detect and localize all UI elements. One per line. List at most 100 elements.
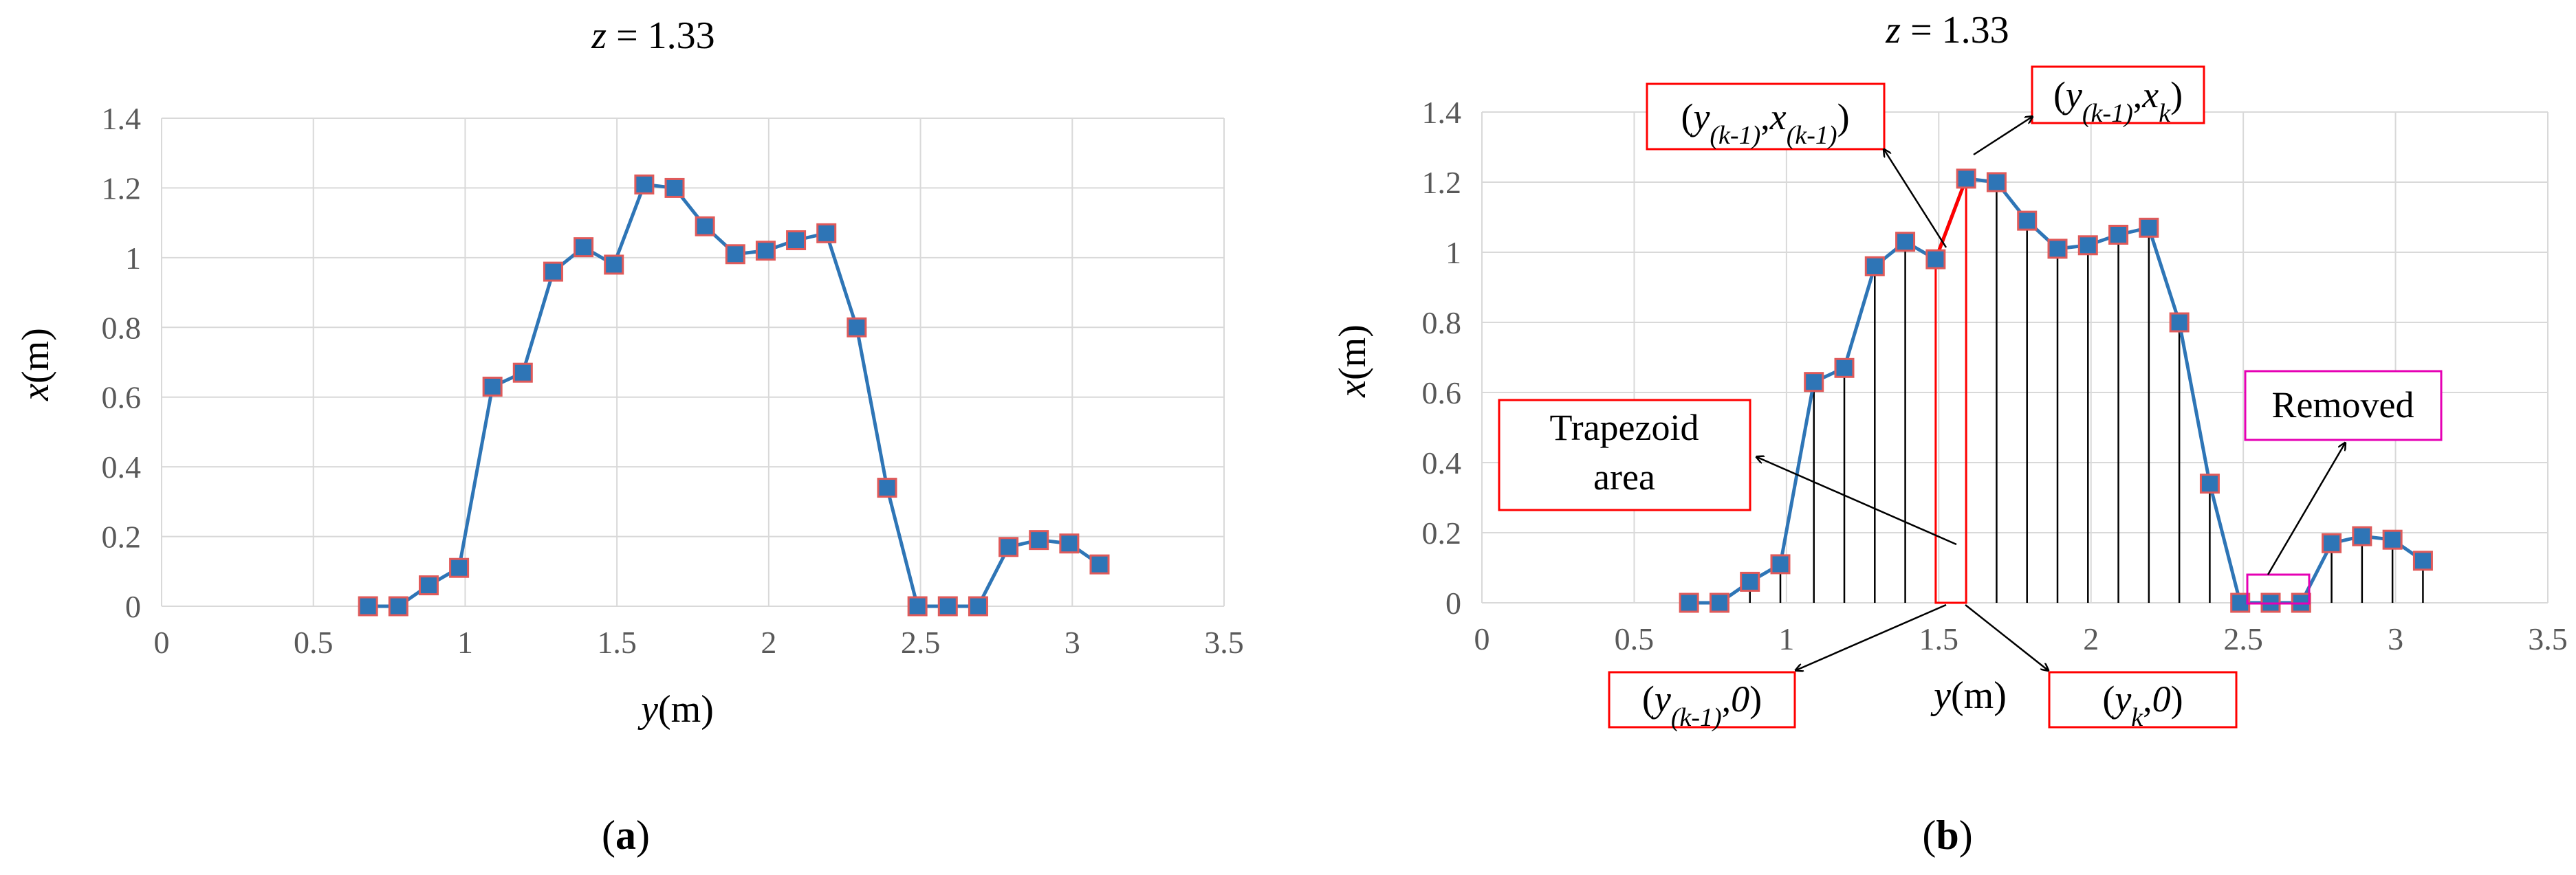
y-tick-label: 0.8: [102, 310, 142, 345]
x-tick-label: 0: [154, 625, 170, 660]
y-tick-label: 0: [125, 589, 141, 624]
x-tick-label: 2: [2083, 621, 2099, 656]
data-point-marker: [604, 254, 624, 275]
annotation-bottom-right-text: (yk,0): [2102, 678, 2183, 732]
data-point-marker: [2382, 529, 2403, 550]
chart-panel-b: 0 0.2 0.4 0.6 0.8 1 1.2 1.4 0 0.5 1 1.5 2 2.5 3 3.5 z =…: [1331, 9, 2568, 858]
data-point-marker: [418, 575, 439, 596]
data-point-marker: [695, 216, 715, 236]
annotation-top-left-text: (y(k-1),x(k-1)): [1681, 96, 1849, 150]
annotation-bottom-left: (y(k-1),0): [1608, 603, 1947, 732]
ticks-b: 0 0.2 0.4 0.6 0.8 1 1.2 1.4 0 0.5 1 1.5 2 2.5 3 3.5: [1422, 95, 2568, 656]
x-tick-label: 0.5: [1615, 621, 1655, 656]
x-tick-label: 1.5: [1919, 621, 1959, 656]
data-point-marker: [388, 596, 408, 617]
data-point-marker: [2352, 526, 2372, 546]
y-tick-label: 1: [125, 241, 141, 276]
removed-region-box: [2246, 573, 2311, 605]
data-point-marker: [1740, 571, 1760, 592]
data-point-marker: [634, 174, 655, 195]
panel-label-a: (a): [602, 812, 650, 858]
data-point-marker: [877, 478, 897, 498]
x-tick-label: 0.5: [294, 625, 334, 660]
y-tick-label: 0.4: [1422, 445, 1462, 480]
data-point-marker: [2230, 592, 2251, 613]
y-tick-label: 1.4: [102, 101, 142, 136]
panel-label-b: (b): [1922, 812, 1972, 858]
y-axis-title-b: x(m): [1331, 324, 1374, 398]
y-tick-label: 1.2: [102, 170, 142, 206]
grid-a: [161, 118, 1225, 607]
data-point-marker: [998, 537, 1019, 557]
x-tick-label: 2.5: [901, 625, 941, 660]
data-point-marker: [2139, 217, 2159, 238]
x-tick-label: 3.5: [2528, 621, 2568, 656]
data-point-marker: [1679, 592, 1699, 613]
y-tick-label: 0: [1445, 586, 1461, 621]
x-tick-label: 1: [457, 625, 473, 660]
data-point-marker: [725, 244, 745, 265]
data-point-marker: [2108, 225, 2129, 245]
y-tick-label: 1.2: [1422, 165, 1462, 200]
x-tick-label: 1: [1778, 621, 1794, 656]
y-tick-label: 0.6: [102, 380, 142, 415]
x-tick-label: 3.5: [1204, 625, 1244, 660]
y-tick-label: 1.4: [1422, 95, 1462, 130]
data-point-marker: [1956, 168, 1976, 189]
x-axis-title-b: y(m): [1930, 674, 2007, 717]
data-point-marker: [1804, 372, 1824, 392]
x-tick-label: 3: [2388, 621, 2403, 656]
data-point-marker: [2412, 551, 2433, 571]
annotation-top-left: (y(k-1),x(k-1)): [1646, 82, 1947, 248]
data-point-marker: [358, 596, 378, 617]
y-tick-label: 0.6: [1422, 375, 1462, 410]
y-tick-label: 0.4: [102, 450, 142, 485]
annotation-top-right: (y(k-1),xk): [1973, 65, 2205, 156]
x-tick-label: 0: [1474, 621, 1490, 656]
data-point-marker: [968, 596, 988, 617]
ticks-a: 0 0.2 0.4 0.6 0.8 1 1.2 1.4 0 0.5 1 1.5 2 2.5 3 3.5: [102, 101, 1244, 660]
data-point-marker: [1089, 554, 1110, 575]
data-point-marker: [664, 177, 685, 198]
data-point-marker: [907, 596, 928, 617]
data-point-marker: [2169, 312, 2190, 333]
chart-panel-a: 0 0.2 0.4 0.6 0.8 1 1.2 1.4 0 0.5 1 1.5 2 2.5 3 3.5 z =…: [14, 14, 1244, 858]
y-axis-title-a: x(m): [14, 328, 57, 401]
data-point-marker: [2199, 474, 2220, 494]
highlighted-trapezoid-shape: [1934, 178, 1967, 604]
x-tick-label: 3: [1065, 625, 1080, 660]
data-point-marker: [1986, 172, 2007, 192]
annotation-top-right-text: (y(k-1),xk): [2053, 74, 2183, 128]
annotation-trapezoid-area: Trapezoid area: [1498, 399, 1957, 546]
data-point-marker: [482, 377, 503, 397]
annotation-removed: Removed: [2244, 370, 2443, 605]
data-point-marker: [2017, 210, 2038, 231]
x-tick-label: 2.5: [2223, 621, 2263, 656]
annotation-bottom-left-text: (y(k-1),0): [1642, 678, 1762, 732]
data-point-marker: [1925, 249, 1946, 269]
data-point-marker: [1895, 232, 1916, 252]
data-point-marker: [543, 261, 563, 282]
y-tick-label: 1: [1445, 235, 1461, 270]
series-a: [358, 174, 1110, 617]
grid-b: [1481, 111, 2548, 603]
x-tick-label: 1.5: [597, 625, 637, 660]
data-point-marker: [755, 241, 776, 261]
data-point-marker: [786, 230, 807, 250]
annotation-trapezoid-line2: area: [1593, 456, 1655, 498]
data-point-marker: [937, 596, 958, 617]
data-point-marker: [2322, 533, 2342, 553]
annotation-bottom-right: (yk,0): [1965, 604, 2238, 732]
data-point-marker: [512, 362, 533, 383]
data-point-marker: [574, 237, 594, 258]
data-point-marker: [1029, 530, 1049, 551]
data-point-marker: [1770, 554, 1791, 575]
data-point-marker: [1059, 533, 1080, 554]
annotation-removed-text: Removed: [2272, 384, 2414, 425]
data-point-marker: [816, 223, 837, 243]
y-tick-label: 0.8: [1422, 305, 1462, 340]
highlighted-segment: [1934, 178, 1968, 261]
data-point-marker: [1864, 256, 1885, 276]
data-point-marker: [449, 557, 470, 578]
